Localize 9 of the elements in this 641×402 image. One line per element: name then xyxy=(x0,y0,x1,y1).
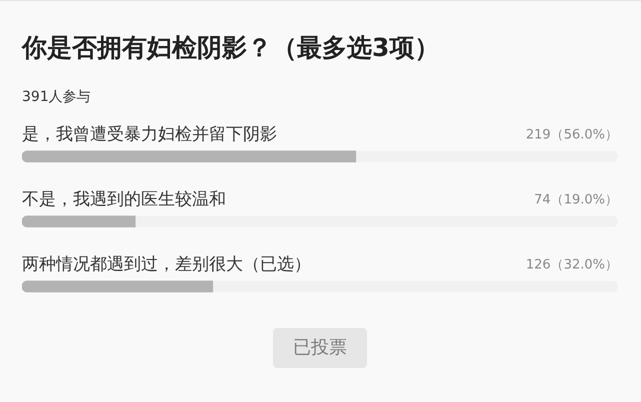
text: 已投票 xyxy=(292,337,348,359)
chart-title: 你是否拥有妇检阴影？（最多选3项） xyxy=(22,33,440,63)
y-tick-label: 两种情况都遇到过，差别很大（已选） xyxy=(22,254,311,274)
data-label: 219（56.0%） xyxy=(526,127,618,142)
data-label: 74（19.0%） xyxy=(534,192,618,208)
y-tick-label: 是，我曾遭受暴力妇检并留下阴影 xyxy=(22,124,277,144)
data-label: 126（32.0%） xyxy=(526,257,618,272)
chart-subtitle: 391人参与 xyxy=(22,88,91,106)
y-tick-label: 不是，我遇到的医生较温和 xyxy=(22,189,226,210)
